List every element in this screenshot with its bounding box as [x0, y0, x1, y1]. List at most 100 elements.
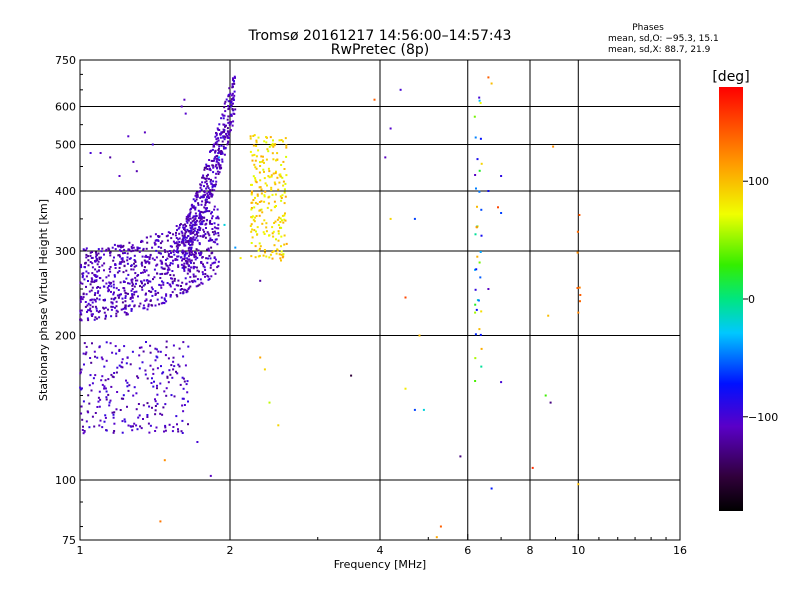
scatter-point	[227, 95, 230, 98]
scatter-point	[168, 369, 171, 372]
scatter-point	[88, 290, 91, 293]
scatter-point	[194, 206, 197, 209]
scatter-point	[216, 215, 219, 218]
scatter-point	[217, 128, 220, 131]
scatter-point	[108, 401, 111, 404]
x-tick-label: 1	[77, 544, 84, 557]
scatter-point	[167, 231, 170, 234]
scatter-point	[181, 249, 184, 252]
scatter-point	[373, 98, 376, 101]
scatter-point	[108, 404, 111, 407]
scatter-point	[181, 376, 184, 379]
scatter-point	[82, 432, 85, 435]
scatter-point	[151, 246, 154, 249]
scatter-point	[223, 153, 226, 156]
scatter-point	[115, 300, 118, 303]
scatter-point	[273, 181, 276, 184]
scatter-point	[112, 416, 115, 419]
scatter-point	[218, 145, 221, 148]
scatter-point	[159, 273, 162, 276]
scatter-point	[177, 428, 179, 431]
scatter-point	[279, 257, 282, 260]
scatter-point	[167, 266, 170, 269]
scatter-point	[173, 365, 176, 368]
scatter-point	[129, 296, 132, 299]
scatter-point	[104, 299, 106, 302]
scatter-point	[185, 241, 187, 244]
scatter-point	[500, 212, 503, 214]
scatter-point	[118, 254, 121, 257]
scatter-point	[138, 354, 141, 357]
scatter-point	[190, 221, 193, 224]
scatter-point	[180, 263, 183, 266]
scatter-point	[206, 274, 209, 277]
scatter-point	[87, 259, 90, 262]
scatter-point	[264, 190, 267, 193]
scatter-point	[94, 374, 97, 377]
scatter-point	[180, 288, 183, 290]
scatter-point	[175, 250, 178, 253]
scatter-point	[130, 289, 133, 292]
scatter-point	[114, 263, 117, 266]
scatter-point	[271, 142, 274, 145]
scatter-point	[189, 249, 191, 252]
scatter-point	[189, 238, 192, 240]
scatter-point	[129, 298, 132, 300]
scatter-point	[148, 258, 151, 260]
scatter-point	[191, 243, 194, 246]
scatter-point	[207, 191, 210, 194]
scatter-point	[91, 342, 93, 345]
scatter-point	[131, 281, 134, 284]
scatter-point	[177, 284, 180, 287]
scatter-point	[166, 268, 169, 271]
scatter-point	[88, 384, 91, 387]
scatter-point	[168, 423, 171, 426]
scatter-point	[384, 156, 387, 159]
scatter-point	[192, 231, 195, 233]
scatter-point	[199, 217, 202, 219]
scatter-point	[173, 277, 176, 280]
scatter-point	[267, 150, 270, 153]
scatter-point	[160, 266, 163, 269]
scatter-point	[210, 212, 212, 215]
scatter-point	[250, 230, 253, 233]
scatter-point	[250, 223, 253, 226]
scatter-point	[226, 118, 229, 121]
scatter-point	[251, 228, 254, 231]
scatter-point	[187, 288, 190, 290]
scatter-point	[475, 226, 478, 228]
scatter-point	[249, 137, 252, 140]
scatter-point	[110, 315, 113, 318]
scatter-point	[167, 381, 170, 384]
scatter-point	[252, 144, 255, 147]
scatter-point	[187, 216, 190, 219]
scatter-point	[183, 244, 186, 247]
scatter-point	[222, 135, 225, 138]
scatter-point	[89, 283, 92, 286]
scatter-point	[113, 291, 115, 294]
scatter-point	[260, 192, 263, 195]
scatter-point	[117, 254, 120, 257]
scatter-point	[263, 170, 265, 173]
scatter-point	[169, 285, 172, 288]
scatter-point	[138, 346, 141, 349]
scatter-point	[137, 403, 140, 405]
scatter-point	[191, 226, 194, 228]
scatter-point	[122, 252, 124, 255]
scatter-point	[107, 247, 110, 250]
scatter-point	[480, 347, 483, 350]
scatter-point	[182, 377, 185, 380]
scatter-point	[118, 244, 121, 247]
scatter-point	[154, 292, 157, 295]
scatter-point	[190, 259, 193, 262]
x-tick-label: 10	[571, 544, 585, 557]
scatter-point	[119, 409, 122, 411]
scatter-point	[162, 406, 165, 409]
scatter-point	[121, 358, 124, 361]
scatter-point	[209, 180, 212, 183]
scatter-point	[195, 220, 198, 223]
scatter-point	[251, 154, 254, 157]
scatter-point	[198, 254, 201, 257]
scatter-point	[215, 157, 218, 160]
scatter-point	[205, 208, 208, 211]
